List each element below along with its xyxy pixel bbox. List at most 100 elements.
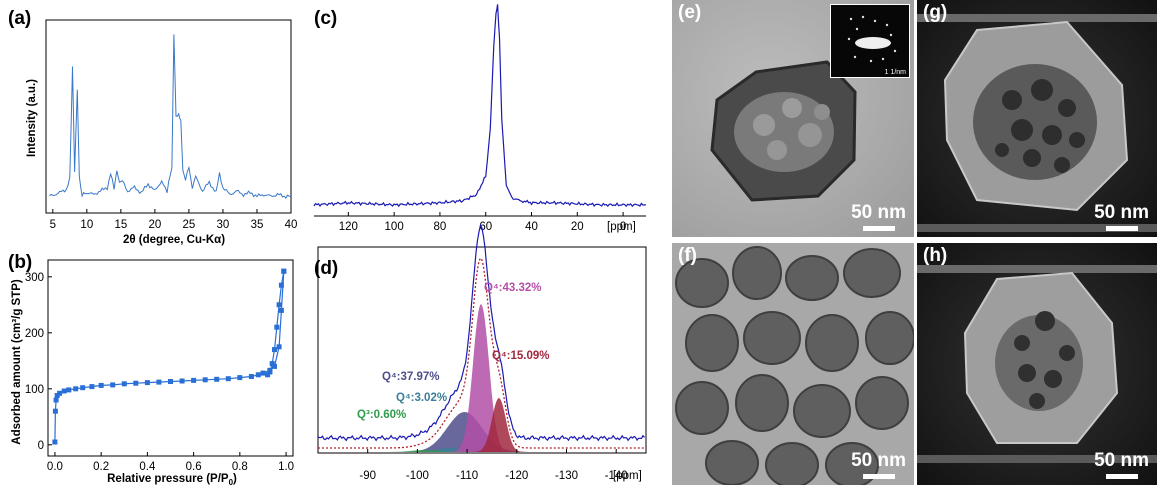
desorption-point bbox=[267, 369, 273, 375]
isotherm-ytick-label: 0 bbox=[38, 440, 44, 452]
annotation-q4-3: Q⁴:3.02% bbox=[396, 392, 447, 404]
isotherm-xtick-label: 0.8 bbox=[232, 461, 248, 473]
nmr-d-xtick-label: -140 bbox=[605, 470, 628, 482]
adsorption-point bbox=[225, 376, 231, 382]
isotherm-ytick-label: 200 bbox=[25, 328, 44, 340]
adsorption-point bbox=[276, 344, 282, 350]
adsorption-point bbox=[191, 377, 197, 383]
xrd-xtick-label: 25 bbox=[183, 219, 196, 231]
tem-image-e: 1 1/nm (e) 50 nm bbox=[672, 0, 914, 237]
tomography-image-h: (h) 50 nm bbox=[917, 243, 1157, 485]
tem-image-f: (f) 50 nm bbox=[672, 243, 914, 485]
desorption-point bbox=[281, 268, 287, 274]
xrd-xlabel: 2θ (degree, Cu-Kα) bbox=[123, 234, 225, 246]
adsorption-point bbox=[248, 374, 254, 379]
adsorption-point bbox=[214, 376, 220, 382]
xrd-xtick-label: 10 bbox=[80, 219, 93, 231]
panel-label-b: (b) bbox=[8, 252, 32, 273]
nmr-d-xtick-label: -90 bbox=[359, 470, 376, 482]
nmr-c-xtick-label: 100 bbox=[385, 221, 404, 233]
adsorption-point bbox=[121, 381, 127, 387]
figure-panels-ab: (a) 5 10 15 20 25 30 35 40 2θ (degree, Cu-Kα) I… bbox=[8, 8, 298, 485]
adsorption-point bbox=[260, 370, 266, 376]
nmr-c-xtick-label: 0 bbox=[620, 221, 626, 233]
nmr-d-unit: [ppm] bbox=[613, 470, 642, 482]
figure-panels-cd: (c) 120 100 80 60 40 20 0 [ppm] (d) -90 -100 -11… bbox=[313, 4, 647, 482]
deconvolution-peak bbox=[471, 398, 527, 452]
annotation-q4-43: Q⁴:43.32% bbox=[484, 282, 541, 294]
tomography-image-g: (g) 50 nm bbox=[917, 0, 1157, 237]
nmr-d-xtick-label: -100 bbox=[406, 470, 429, 482]
desorption-point bbox=[265, 372, 271, 378]
nmr-c-xtick-label: 120 bbox=[339, 221, 358, 233]
nmr-d-xtick-label: -130 bbox=[555, 470, 578, 482]
scale-bar-g: 50 nm bbox=[1094, 202, 1149, 231]
nmr-d-xtick-label: -110 bbox=[456, 470, 478, 482]
panel-label-e: (e) bbox=[678, 2, 702, 23]
adsorption-branch-line bbox=[54, 271, 285, 443]
deconvolution-peak bbox=[395, 412, 535, 452]
adsorption-point bbox=[133, 380, 139, 386]
isotherm-ytick-label: 300 bbox=[25, 272, 44, 284]
adsorption-point bbox=[156, 379, 162, 385]
isotherm-axes: 0.0 0.2 0.4 0.6 0.8 1.0 0 100 200 300 bbox=[25, 259, 294, 473]
isotherm-xtick-label: 0.2 bbox=[93, 461, 109, 473]
nmr-fit-dotted-line bbox=[318, 256, 645, 449]
saed-pattern-inset: 1 1/nm bbox=[830, 4, 910, 78]
xrd-axes: 5 10 15 20 25 30 35 40 bbox=[45, 19, 298, 231]
nmr-c-xtick-label: 40 bbox=[525, 221, 538, 233]
adsorption-point bbox=[110, 382, 116, 388]
isotherm-xtick-label: 0.0 bbox=[47, 461, 63, 473]
desorption-point bbox=[272, 347, 277, 353]
nmr-c-xtick-label: 80 bbox=[434, 221, 447, 233]
adsorption-point bbox=[168, 379, 173, 384]
adsorption-point bbox=[278, 307, 284, 313]
xrd-xtick-label: 30 bbox=[217, 219, 230, 231]
scale-bar-e: 50 nm bbox=[851, 202, 906, 231]
deconvolution-peak bbox=[375, 450, 475, 452]
nmr-experimental-line bbox=[317, 223, 645, 442]
adsorption-point bbox=[144, 380, 150, 386]
adsorption-point bbox=[98, 382, 104, 388]
nmr-c-unit: [ppm] bbox=[607, 221, 636, 233]
xrd-xtick-label: 5 bbox=[50, 219, 56, 231]
xrd-xtick-label: 40 bbox=[285, 219, 298, 231]
scale-bar-f: 50 nm bbox=[851, 450, 906, 479]
isotherm-ylabel: Adsorbed amount (cm³/g STP) bbox=[11, 279, 23, 445]
adsorption-point bbox=[272, 363, 277, 369]
desorption-point bbox=[278, 282, 284, 288]
panel-label-a: (a) bbox=[8, 8, 31, 29]
nmr-c-xtick-label: 20 bbox=[571, 221, 584, 233]
nmr-d-xtick-label: -120 bbox=[505, 470, 528, 482]
panel-label-c: (c) bbox=[314, 8, 337, 29]
isotherm-xtick-label: 1.0 bbox=[278, 461, 294, 473]
adsorption-point bbox=[73, 386, 79, 392]
adsorption-point bbox=[237, 375, 243, 381]
xrd-pattern-line bbox=[49, 34, 291, 199]
desorption-point bbox=[269, 361, 275, 367]
isotherm-xlabel: Relative pressure (P/P0) bbox=[107, 473, 237, 485]
xrd-xtick-label: 20 bbox=[148, 219, 161, 231]
inset-scale-label: 1 1/nm bbox=[884, 69, 906, 76]
desorption-point bbox=[274, 324, 280, 330]
panel-label-h: (h) bbox=[923, 245, 948, 266]
xrd-xtick-label: 35 bbox=[251, 219, 264, 231]
adsorption-point bbox=[89, 384, 95, 390]
nmr-spectrum-c-line bbox=[313, 4, 647, 208]
xrd-ylabel: Intensity (a.u.) bbox=[26, 79, 38, 157]
adsorption-point bbox=[52, 439, 58, 445]
annotation-q4-15: Q⁴:15.09% bbox=[492, 350, 549, 362]
isotherm-xtick-label: 0.4 bbox=[139, 461, 156, 473]
desorption-point bbox=[276, 302, 282, 308]
adsorption-point bbox=[179, 378, 185, 384]
adsorption-point bbox=[53, 397, 59, 403]
annotation-q3-0-6: Q³:0.60% bbox=[357, 409, 406, 421]
nmr-29si-c-axes: 120 100 80 60 40 20 0 bbox=[313, 4, 647, 233]
adsorption-point bbox=[255, 372, 261, 378]
scale-bar-h: 50 nm bbox=[1094, 450, 1149, 479]
xrd-xtick-label: 15 bbox=[114, 219, 127, 231]
panel-label-g: (g) bbox=[923, 2, 948, 23]
isotherm-xtick-label: 0.6 bbox=[186, 461, 202, 473]
panel-label-f: (f) bbox=[678, 245, 697, 266]
nmr-29si-d-axes: -90 -100 -110 -120 -130 -140 bbox=[317, 223, 647, 482]
